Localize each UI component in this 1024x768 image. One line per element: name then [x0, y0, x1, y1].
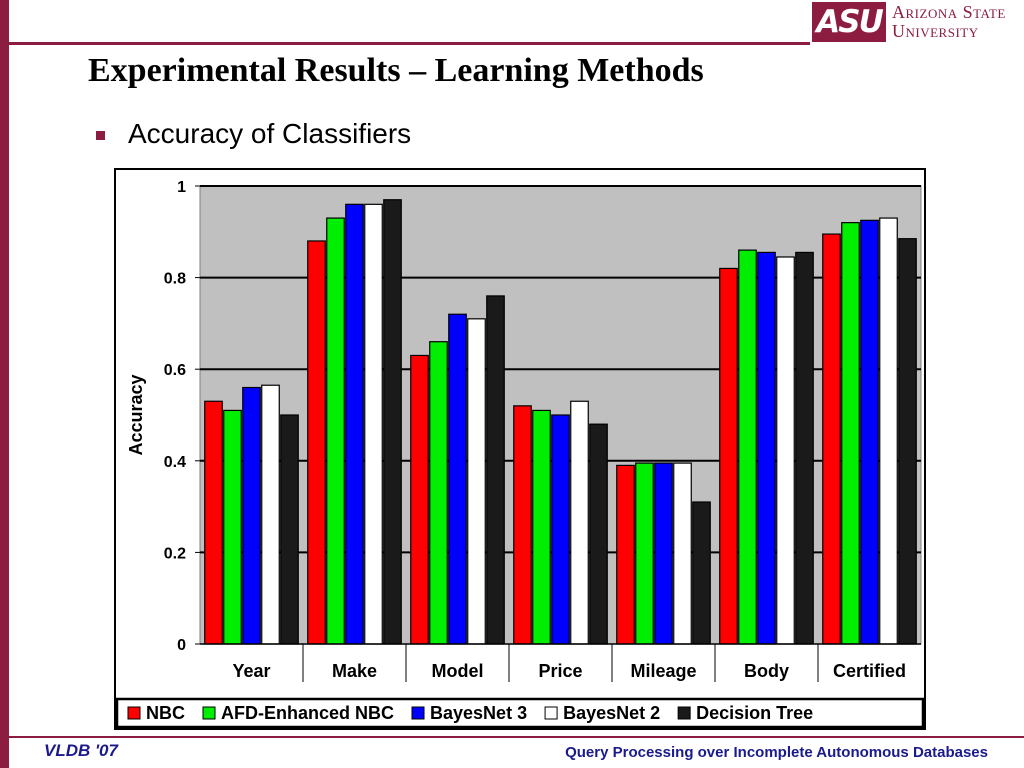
bar-year-bayesnet-3 — [242, 386, 261, 645]
left-accent-bar — [0, 0, 9, 768]
x-tick-label: Price — [538, 661, 582, 681]
bar-model-afd-enhanced-nbc — [429, 341, 448, 645]
legend-label-decision-tree: Decision Tree — [696, 703, 813, 723]
legend-swatch-decision-tree — [677, 706, 691, 720]
legend-label-nbc: NBC — [146, 703, 185, 723]
y-tick-label: 1 — [177, 179, 186, 196]
footer-divider — [9, 736, 1024, 738]
bar-year-decision-tree — [280, 414, 299, 645]
y-tick-label: 0.8 — [164, 271, 186, 288]
bullet-marker — [96, 131, 105, 140]
asu-logo-wordmark: Arizona State University — [892, 3, 1006, 41]
bar-price-nbc — [513, 405, 532, 645]
y-tick-label: 0.4 — [164, 454, 186, 471]
bar-model-nbc — [410, 354, 429, 645]
bullet-text: Accuracy of Classifiers — [128, 118, 412, 149]
bar-year-bayesnet-2 — [261, 384, 280, 645]
bar-price-decision-tree — [589, 423, 608, 645]
y-tick-label: 0.6 — [164, 362, 186, 379]
bar-mileage-bayesnet-2 — [673, 462, 692, 645]
x-tick-label: Make — [332, 661, 377, 681]
bar-year-nbc — [204, 400, 223, 645]
bar-certified-bayesnet-2 — [879, 217, 898, 645]
bar-make-nbc — [307, 240, 326, 645]
bar-year-afd-enhanced-nbc — [223, 409, 242, 645]
legend-swatch-bayesnet-3 — [411, 706, 425, 720]
logo-line-2: University — [892, 21, 979, 41]
legend-swatch-nbc — [127, 706, 141, 720]
x-tick-label: Model — [432, 661, 484, 681]
bar-body-nbc — [719, 267, 738, 645]
bar-certified-bayesnet-3 — [860, 219, 879, 645]
header-divider — [9, 42, 810, 45]
asu-logo-mark: ASU — [812, 2, 886, 42]
bar-price-bayesnet-2 — [570, 400, 589, 645]
bar-mileage-bayesnet-3 — [654, 462, 673, 645]
legend-label-bayesnet-2: BayesNet 2 — [563, 703, 660, 723]
x-tick-label: Year — [232, 661, 270, 681]
bar-mileage-decision-tree — [692, 501, 711, 645]
bar-certified-afd-enhanced-nbc — [841, 222, 860, 645]
y-axis-label: Accuracy — [126, 374, 146, 455]
bar-mileage-afd-enhanced-nbc — [635, 462, 654, 645]
legend-box — [115, 697, 925, 729]
legend-swatch-bayesnet-2 — [544, 706, 558, 720]
x-tick-label: Certified — [833, 661, 906, 681]
bar-certified-decision-tree — [898, 238, 917, 645]
bar-price-afd-enhanced-nbc — [532, 409, 551, 645]
bar-model-bayesnet-3 — [448, 313, 467, 645]
bar-price-bayesnet-3 — [551, 414, 570, 645]
footer-conference: VLDB '07 — [44, 741, 118, 760]
bar-body-bayesnet-2 — [776, 256, 795, 645]
bar-make-bayesnet-3 — [345, 203, 364, 645]
asu-logo: ASU Arizona State University — [812, 2, 1024, 42]
bar-certified-nbc — [822, 233, 841, 645]
footer-title: Query Processing over Incomplete Autonom… — [565, 744, 988, 761]
legend-label-bayesnet-3: BayesNet 3 — [430, 703, 527, 723]
bar-body-bayesnet-3 — [757, 251, 776, 645]
accuracy-chart: 0 0.2 0.4 0.6 0.8 1 Accuracy Year Make Model Price… — [114, 168, 926, 730]
y-tick-label: 0 — [177, 637, 186, 654]
legend-label-afd-enhanced-nbc: AFD-Enhanced NBC — [221, 703, 394, 723]
bar-mileage-nbc — [616, 464, 635, 645]
bar-make-decision-tree — [383, 199, 402, 645]
y-tick-label: 0.2 — [164, 545, 186, 562]
bar-make-afd-enhanced-nbc — [326, 217, 345, 645]
slide-title: Experimental Results – Learning Methods — [88, 52, 704, 89]
chart-svg: 0 0.2 0.4 0.6 0.8 1 Accuracy Year Make Model Price… — [114, 168, 926, 730]
bar-make-bayesnet-2 — [364, 203, 383, 645]
bar-model-decision-tree — [486, 295, 505, 645]
legend-swatch-afd-enhanced-nbc — [202, 706, 216, 720]
logo-line-1: Arizona State — [892, 2, 1006, 22]
bar-body-afd-enhanced-nbc — [738, 249, 757, 645]
bar-model-bayesnet-2 — [467, 318, 486, 645]
x-tick-label: Body — [744, 661, 789, 681]
x-tick-label: Mileage — [630, 661, 696, 681]
bar-body-decision-tree — [795, 251, 814, 645]
